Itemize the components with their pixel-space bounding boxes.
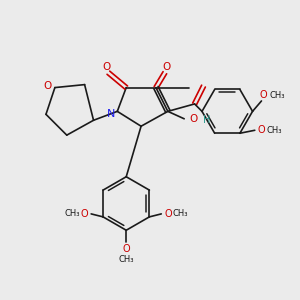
Text: O: O [122, 244, 130, 254]
Text: O: O [164, 209, 172, 219]
Text: CH₃: CH₃ [173, 209, 188, 218]
Text: CH₃: CH₃ [269, 91, 285, 100]
Text: O: O [257, 125, 265, 135]
Text: O: O [43, 81, 52, 91]
Text: O: O [103, 62, 111, 72]
Text: CH₃: CH₃ [266, 126, 282, 135]
Text: N: N [106, 109, 115, 119]
Text: CH₃: CH₃ [118, 256, 134, 265]
Text: O: O [189, 114, 197, 124]
Text: H: H [203, 115, 210, 125]
Text: O: O [81, 209, 88, 219]
Text: O: O [162, 62, 170, 72]
Text: CH₃: CH₃ [64, 209, 80, 218]
Text: O: O [259, 90, 267, 100]
